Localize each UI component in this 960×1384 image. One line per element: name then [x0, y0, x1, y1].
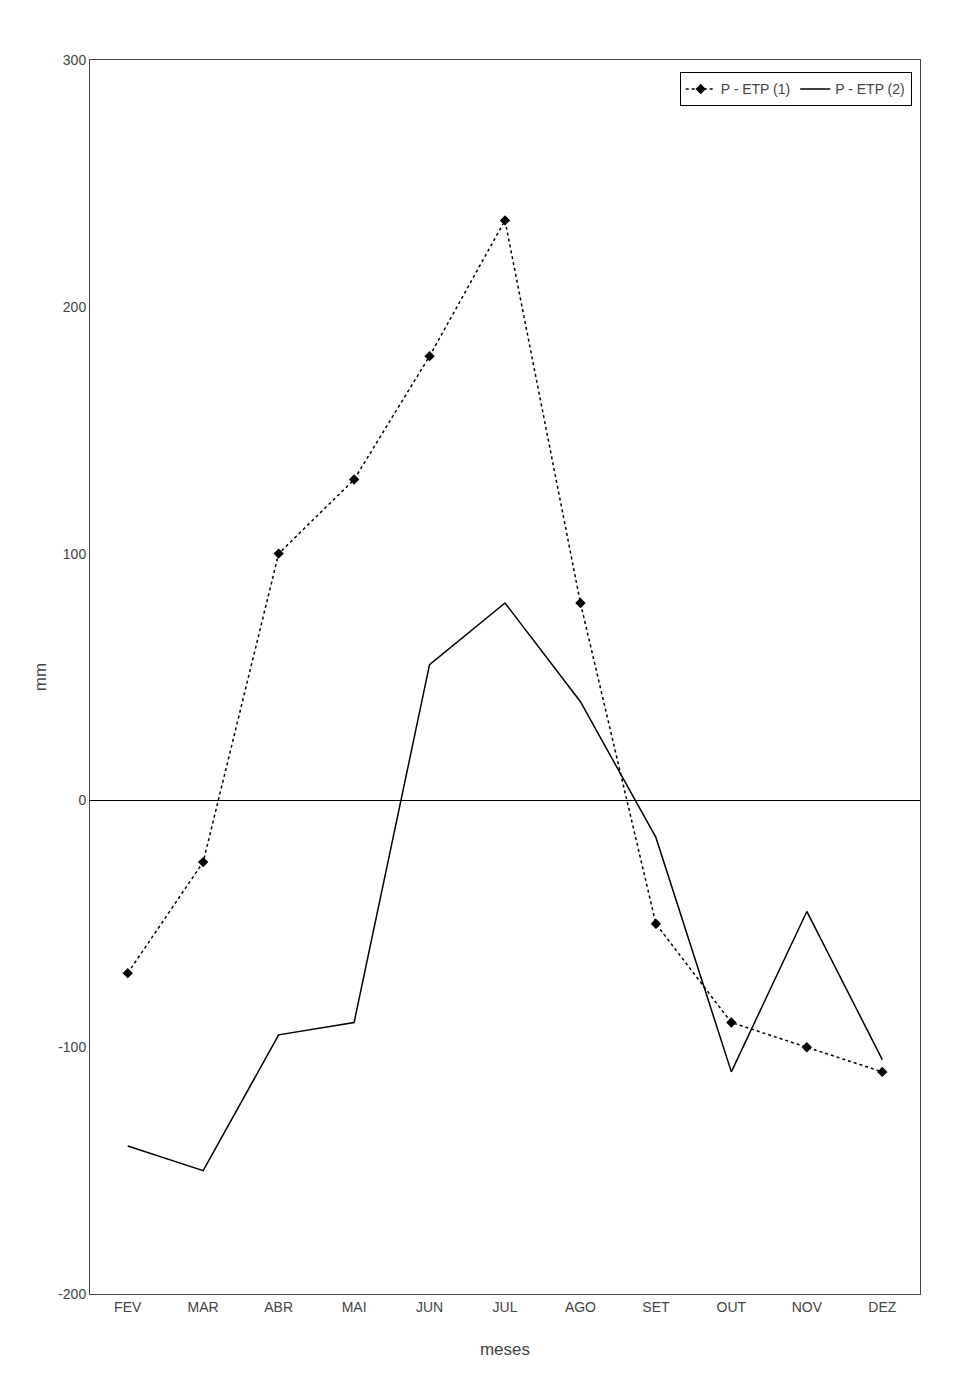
svg-text:JUN: JUN: [416, 1299, 443, 1315]
svg-text:200: 200: [63, 299, 87, 315]
svg-text:FEV: FEV: [114, 1299, 142, 1315]
svg-text:P - ETP (1): P - ETP (1): [721, 81, 791, 97]
svg-text:MAR: MAR: [188, 1299, 219, 1315]
svg-text:MAI: MAI: [342, 1299, 367, 1315]
svg-text:-200: -200: [58, 1286, 86, 1302]
svg-text:0: 0: [78, 792, 86, 808]
svg-text:JUL: JUL: [493, 1299, 518, 1315]
svg-text:P - ETP (2): P - ETP (2): [835, 81, 905, 97]
svg-text:NOV: NOV: [792, 1299, 823, 1315]
svg-text:100: 100: [63, 546, 87, 562]
svg-text:OUT: OUT: [717, 1299, 747, 1315]
svg-text:mm: mm: [31, 663, 50, 691]
svg-text:DEZ: DEZ: [868, 1299, 896, 1315]
svg-text:ABR: ABR: [264, 1299, 293, 1315]
svg-text:meses: meses: [480, 1340, 530, 1359]
svg-text:300: 300: [63, 52, 87, 68]
svg-text:AGO: AGO: [565, 1299, 596, 1315]
svg-text:-100: -100: [58, 1039, 86, 1055]
svg-text:SET: SET: [642, 1299, 670, 1315]
